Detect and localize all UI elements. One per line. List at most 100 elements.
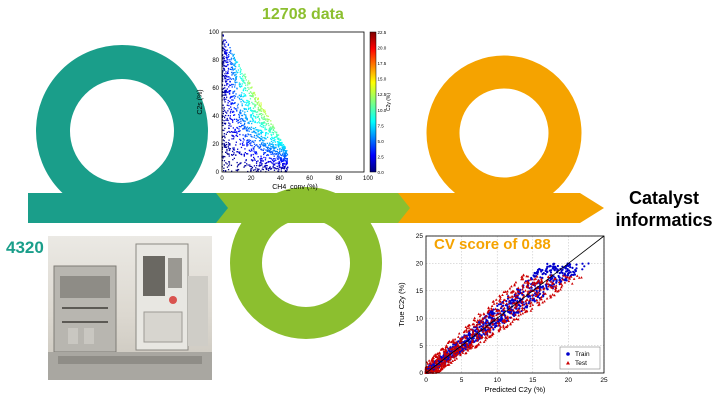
c1-data-point: [243, 155, 245, 157]
c1-data-point: [232, 147, 234, 149]
c1-data-point: [275, 153, 277, 156]
c2-test-point: [509, 308, 513, 312]
c2-test-point: [435, 370, 438, 373]
c1-data-point: [273, 155, 275, 157]
c2-train-point: [516, 300, 519, 303]
c1-data-point: [221, 146, 224, 149]
c1-data-point: [271, 152, 274, 154]
c1-data-point: [229, 97, 231, 99]
stage-label-big-data: Catalyst big data: [274, 242, 338, 278]
c1-data-point: [242, 96, 244, 98]
c1-data-point: [227, 67, 230, 70]
c1-data-point: [281, 144, 283, 146]
c1-data-point: [276, 155, 279, 157]
c1-data-point: [228, 93, 231, 95]
c1-data-point: [246, 153, 248, 155]
c2-train-point: [548, 265, 551, 268]
c1-data-point: [223, 75, 225, 77]
c2-test-point: [575, 274, 579, 277]
c2-test-point: [516, 309, 519, 312]
c2-test-point: [471, 332, 475, 336]
c2-test-point: [477, 312, 481, 316]
c2-y-tick-label: 0: [419, 370, 423, 377]
c1-data-point: [277, 170, 279, 172]
c2-train-point: [552, 263, 555, 266]
c1-data-point: [230, 102, 232, 104]
c1-data-point: [224, 53, 226, 55]
c1-data-point: [232, 159, 234, 161]
c1-data-point: [237, 96, 239, 98]
c2-test-point: [436, 357, 439, 360]
c1-data-point: [278, 168, 280, 170]
c1-data-point: [272, 145, 274, 148]
c2-test-point: [482, 328, 485, 331]
c1-data-point: [223, 76, 226, 78]
c1-data-point: [266, 150, 269, 152]
c1-data-point: [264, 145, 266, 147]
c2-train-point: [497, 303, 501, 306]
c1-data-point: [247, 129, 249, 131]
c2-test-point: [453, 337, 457, 341]
c1-data-point: [274, 144, 276, 146]
c1-data-point: [247, 122, 249, 124]
c1-data-point: [280, 150, 283, 152]
c1-data-point: [284, 146, 286, 148]
c1-data-point: [253, 134, 256, 137]
c1-data-point: [238, 125, 240, 128]
c1-data-point: [260, 139, 262, 141]
c1-data-point: [260, 135, 262, 137]
c1-data-point: [279, 148, 281, 150]
c1-data-point: [240, 120, 242, 122]
c2-train-point: [519, 305, 522, 308]
c1-data-point: [265, 128, 268, 131]
c1-data-point: [225, 60, 227, 62]
c1-data-point: [279, 142, 281, 144]
c2-test-point: [486, 329, 490, 332]
c2-test-point: [530, 285, 533, 288]
c1-data-point: [231, 96, 233, 98]
c1-data-point: [277, 148, 279, 151]
c1-data-point: [259, 140, 261, 142]
headline-cv-score: CV score of 0.88: [434, 236, 551, 253]
c1-x-tick-label: 60: [306, 176, 313, 182]
c2-test-point: [484, 324, 487, 327]
c2-test-point: [517, 308, 520, 311]
c1-data-point: [236, 87, 238, 89]
c2-legend-train-label: Train: [575, 351, 590, 358]
c2-test-point: [542, 286, 546, 290]
c1-data-point: [234, 131, 236, 133]
c2-test-point: [489, 306, 493, 310]
c2-train-point: [565, 279, 568, 282]
c1-data-point: [269, 150, 271, 152]
c1-data-point: [265, 138, 267, 140]
c1-data-point: [275, 159, 277, 161]
c1-data-point: [252, 119, 254, 121]
c1-data-point: [269, 126, 272, 128]
c1-data-point: [276, 135, 278, 137]
c1-data-point: [239, 151, 241, 153]
c1-data-point: [228, 86, 230, 88]
c1-data-point: [248, 141, 250, 143]
c1-data-point: [259, 164, 261, 166]
c2-parity-line: [425, 235, 605, 374]
c1-data-point: [254, 106, 256, 108]
c1-data-point: [240, 117, 242, 120]
c2-train-point: [490, 310, 494, 314]
c2-x-tick-label: 20: [565, 377, 573, 384]
c1-data-point: [240, 70, 242, 72]
c1-data-point: [272, 159, 274, 161]
c1-data-point: [241, 105, 243, 107]
c2-train-point: [495, 321, 498, 324]
c2-train-point: [546, 288, 549, 291]
c1-data-point: [250, 110, 253, 112]
c1-data-point: [255, 100, 257, 102]
c1-data-point: [252, 95, 254, 97]
c2-test-point: [457, 335, 460, 338]
c2-test-point: [466, 324, 470, 328]
c1-data-point: [222, 88, 224, 90]
c2-test-point: [479, 328, 482, 331]
c2-test-point: [559, 288, 562, 291]
c1-data-point: [244, 82, 246, 84]
c2-test-point: [521, 285, 525, 289]
c1-data-point: [223, 140, 225, 142]
